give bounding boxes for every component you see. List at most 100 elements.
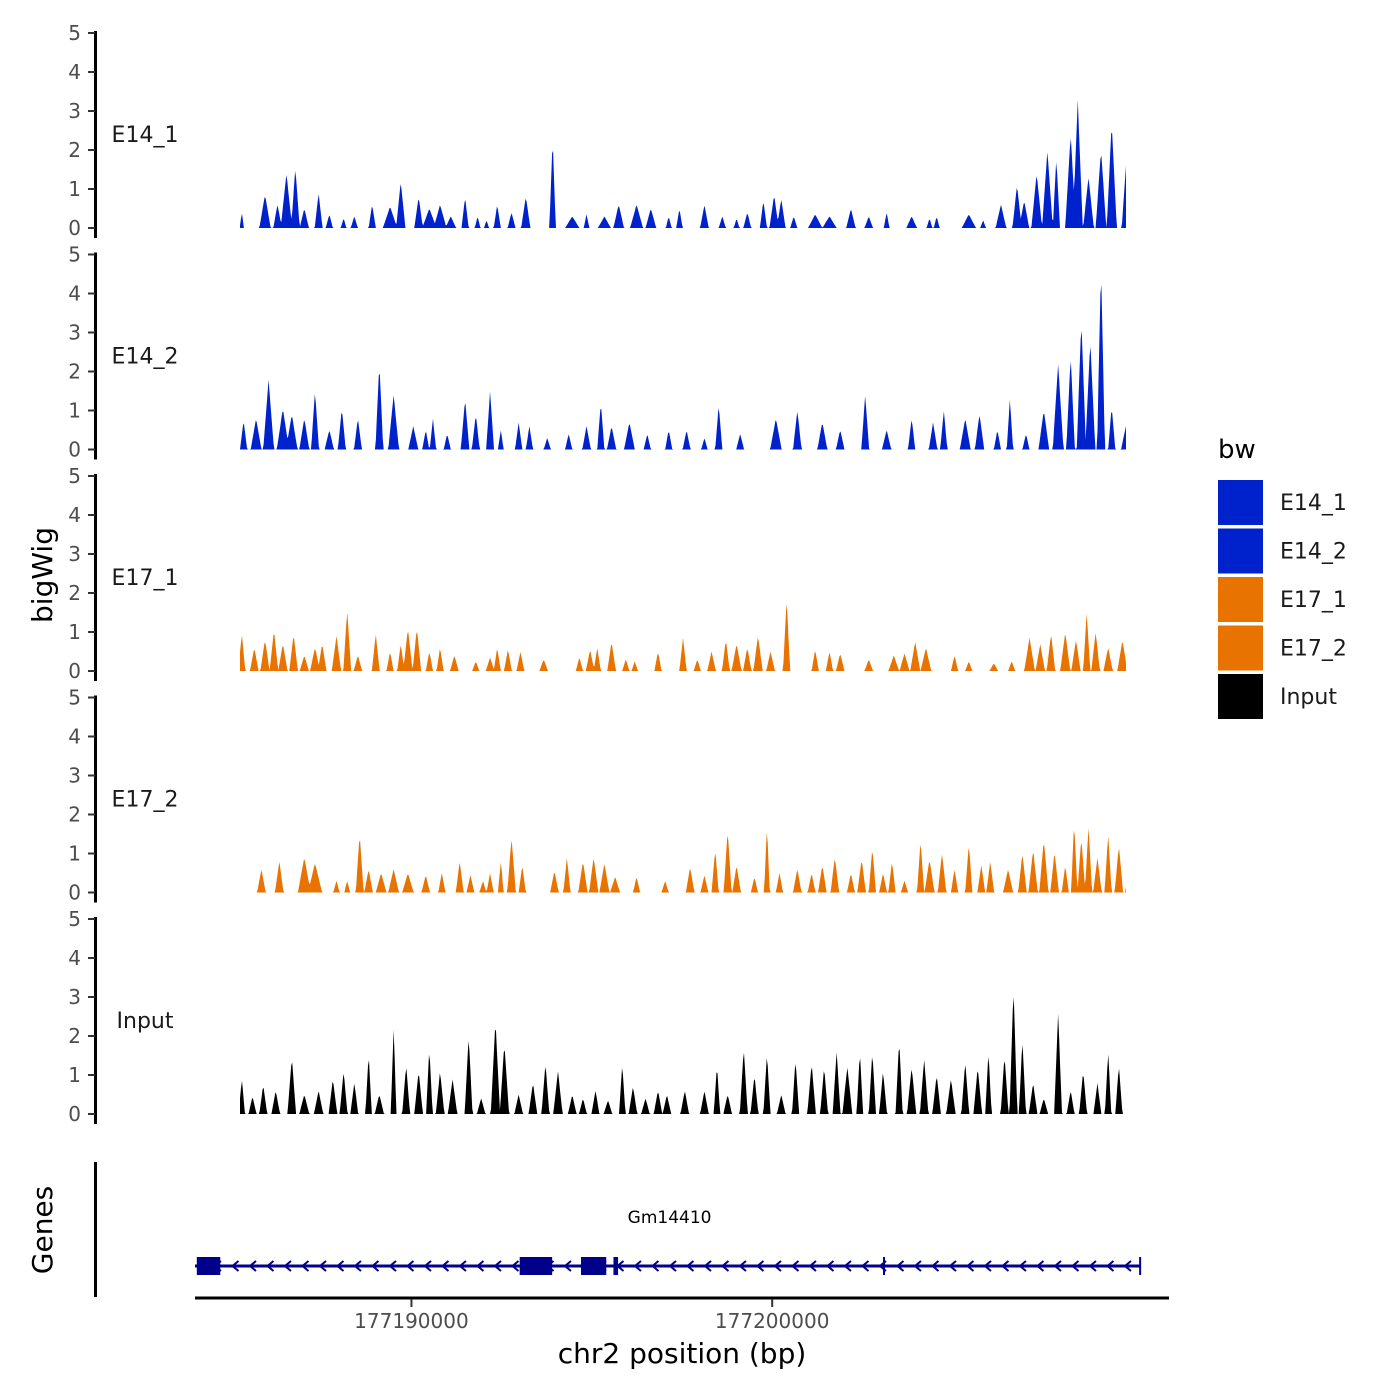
strand-arrow <box>300 1260 310 1272</box>
strand-arrow <box>248 1260 257 1272</box>
strand-arrow <box>843 1260 852 1272</box>
strand-arrow <box>685 1260 695 1272</box>
y-tick-label: 0 <box>68 1102 81 1126</box>
y-tick-label: 2 <box>68 581 81 605</box>
y-tick-label: 1 <box>68 177 81 201</box>
y-tick-label: 4 <box>68 282 81 306</box>
strand-arrow <box>1018 1260 1027 1272</box>
legend-key-Input <box>1218 674 1263 719</box>
strand-arrow <box>388 1260 397 1272</box>
signal-tracks: 0 1 2 3 4 5 E14_1 0 1 2 3 4 5 E14_2 0 1 2 3 4 5 E17_1 0 1 2 3 4 5 E… <box>68 21 1126 1126</box>
strand-arrow <box>230 1260 240 1272</box>
strand-arrow <box>808 1260 817 1272</box>
y-tick-label: 0 <box>68 216 81 240</box>
legend-label-E17_1: E17_1 <box>1280 588 1347 613</box>
legend-key-E17_2 <box>1218 625 1263 671</box>
strand-arrow <box>1035 1260 1045 1272</box>
strand-arrow <box>913 1260 922 1272</box>
y-tick-label: 2 <box>68 803 81 827</box>
strand-arrow <box>720 1260 730 1272</box>
strand-arrow <box>335 1260 345 1272</box>
gene-Gm14410: Gm14410 <box>195 1208 1142 1275</box>
y-tick-label: 1 <box>68 620 81 644</box>
genes-track-label: Genes <box>26 1186 59 1274</box>
strand-arrow <box>755 1260 765 1272</box>
signal-area-E17_1 <box>240 603 1126 671</box>
gene-exon <box>519 1257 553 1275</box>
strand-arrow <box>283 1260 292 1272</box>
strand-arrow <box>440 1260 450 1272</box>
gene-track: Gm14410 <box>195 1208 1142 1275</box>
strand-arrow <box>353 1260 362 1272</box>
strand-arrow <box>703 1260 712 1272</box>
y-tick-label: 5 <box>68 907 81 931</box>
strand-arrow <box>475 1260 485 1272</box>
track-E17_2: 0 1 2 3 4 5 E17_2 <box>68 686 1126 905</box>
x-axis-title: chr2 position (bp) <box>558 1337 807 1370</box>
legend-title: bw <box>1218 435 1256 465</box>
strand-arrow <box>318 1260 327 1272</box>
y-tick-label: 5 <box>68 21 81 45</box>
track-Input: 0 1 2 3 4 5 Input <box>68 907 1126 1126</box>
strand-arrow <box>668 1260 677 1272</box>
y-tick-label: 3 <box>68 99 81 123</box>
strand-arrow <box>650 1260 660 1272</box>
x-axis-ticks: 177190000 177200000 <box>354 1299 829 1333</box>
y-axis-title: bigWig <box>26 527 59 623</box>
strand-arrow <box>370 1260 380 1272</box>
y-tick-label: 3 <box>68 985 81 1009</box>
signal-area-E14_1 <box>240 99 1126 228</box>
y-tick-label: 1 <box>68 842 81 866</box>
y-tick-label: 2 <box>68 360 81 384</box>
y-tick-label: 3 <box>68 321 81 345</box>
y-tick-label: 0 <box>68 881 81 905</box>
y-tick-label: 0 <box>68 438 81 462</box>
y-tick-label: 3 <box>68 542 81 566</box>
legend-label-E14_1: E14_1 <box>1280 491 1347 516</box>
strand-arrow <box>1088 1260 1097 1272</box>
strand-arrow <box>493 1260 502 1272</box>
strand-arrow <box>510 1260 520 1272</box>
track-E14_1: 0 1 2 3 4 5 E14_1 <box>68 21 1126 240</box>
track-label-E14_1: E14_1 <box>112 123 179 148</box>
y-tick-label: 5 <box>68 464 81 488</box>
strand-arrow <box>825 1260 835 1272</box>
y-tick-label: 4 <box>68 503 81 527</box>
y-tick-label: 1 <box>68 399 81 423</box>
strand-arrow <box>1070 1260 1080 1272</box>
y-tick-label: 0 <box>68 659 81 683</box>
legend-label-Input: Input <box>1280 685 1337 710</box>
strand-arrow <box>563 1260 572 1272</box>
track-label-E17_1: E17_1 <box>112 566 179 591</box>
strand-arrow <box>633 1260 642 1272</box>
y-tick-label: 4 <box>68 946 81 970</box>
legend-key-E17_1 <box>1218 577 1263 622</box>
x-tick-label: 177200000 <box>715 1309 830 1333</box>
strand-arrow <box>423 1260 432 1272</box>
strand-arrow <box>1053 1260 1062 1272</box>
gene-label: Gm14410 <box>628 1208 712 1228</box>
strand-arrow <box>983 1260 992 1272</box>
gene-exon <box>580 1257 607 1275</box>
track-E17_1: 0 1 2 3 4 5 E17_1 <box>68 464 1126 683</box>
strand-arrow <box>1000 1260 1010 1272</box>
strand-arrow <box>265 1260 275 1272</box>
strand-arrow <box>790 1260 800 1272</box>
strand-arrow <box>405 1260 415 1272</box>
gene-exon <box>196 1257 221 1275</box>
signal-area-E17_2 <box>240 828 1126 893</box>
strand-arrow <box>895 1260 905 1272</box>
strand-arrow <box>1105 1260 1115 1272</box>
gene-exon <box>613 1257 618 1275</box>
y-tick-label: 4 <box>68 60 81 84</box>
y-tick-label: 3 <box>68 764 81 788</box>
legend-key-E14_2 <box>1218 528 1263 574</box>
y-tick-label: 2 <box>68 1024 81 1048</box>
strand-arrow <box>860 1260 870 1272</box>
legend: bw E14_1 E14_2 E17_1 E17_2 Input <box>1218 435 1347 719</box>
y-tick-label: 5 <box>68 686 81 710</box>
track-label-E14_2: E14_2 <box>112 345 179 370</box>
strand-arrow <box>930 1260 940 1272</box>
